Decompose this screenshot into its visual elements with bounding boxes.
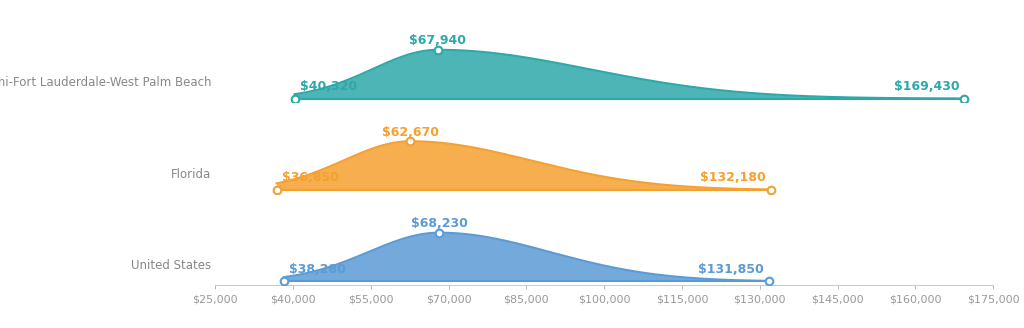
Text: $131,850: $131,850 [698, 263, 764, 276]
Text: $169,430: $169,430 [894, 80, 959, 93]
Text: $36,850: $36,850 [282, 171, 339, 184]
Text: $132,180: $132,180 [700, 171, 766, 184]
Text: Florida: Florida [171, 168, 211, 180]
Text: United States: United States [131, 259, 211, 272]
Text: $67,940: $67,940 [410, 34, 466, 47]
Text: $40,320: $40,320 [300, 80, 356, 93]
Text: $68,230: $68,230 [411, 217, 468, 230]
Text: $38,280: $38,280 [289, 263, 346, 276]
Text: Miami-Fort Lauderdale-West Palm Beach: Miami-Fort Lauderdale-West Palm Beach [0, 76, 211, 89]
Text: $62,670: $62,670 [382, 126, 439, 139]
